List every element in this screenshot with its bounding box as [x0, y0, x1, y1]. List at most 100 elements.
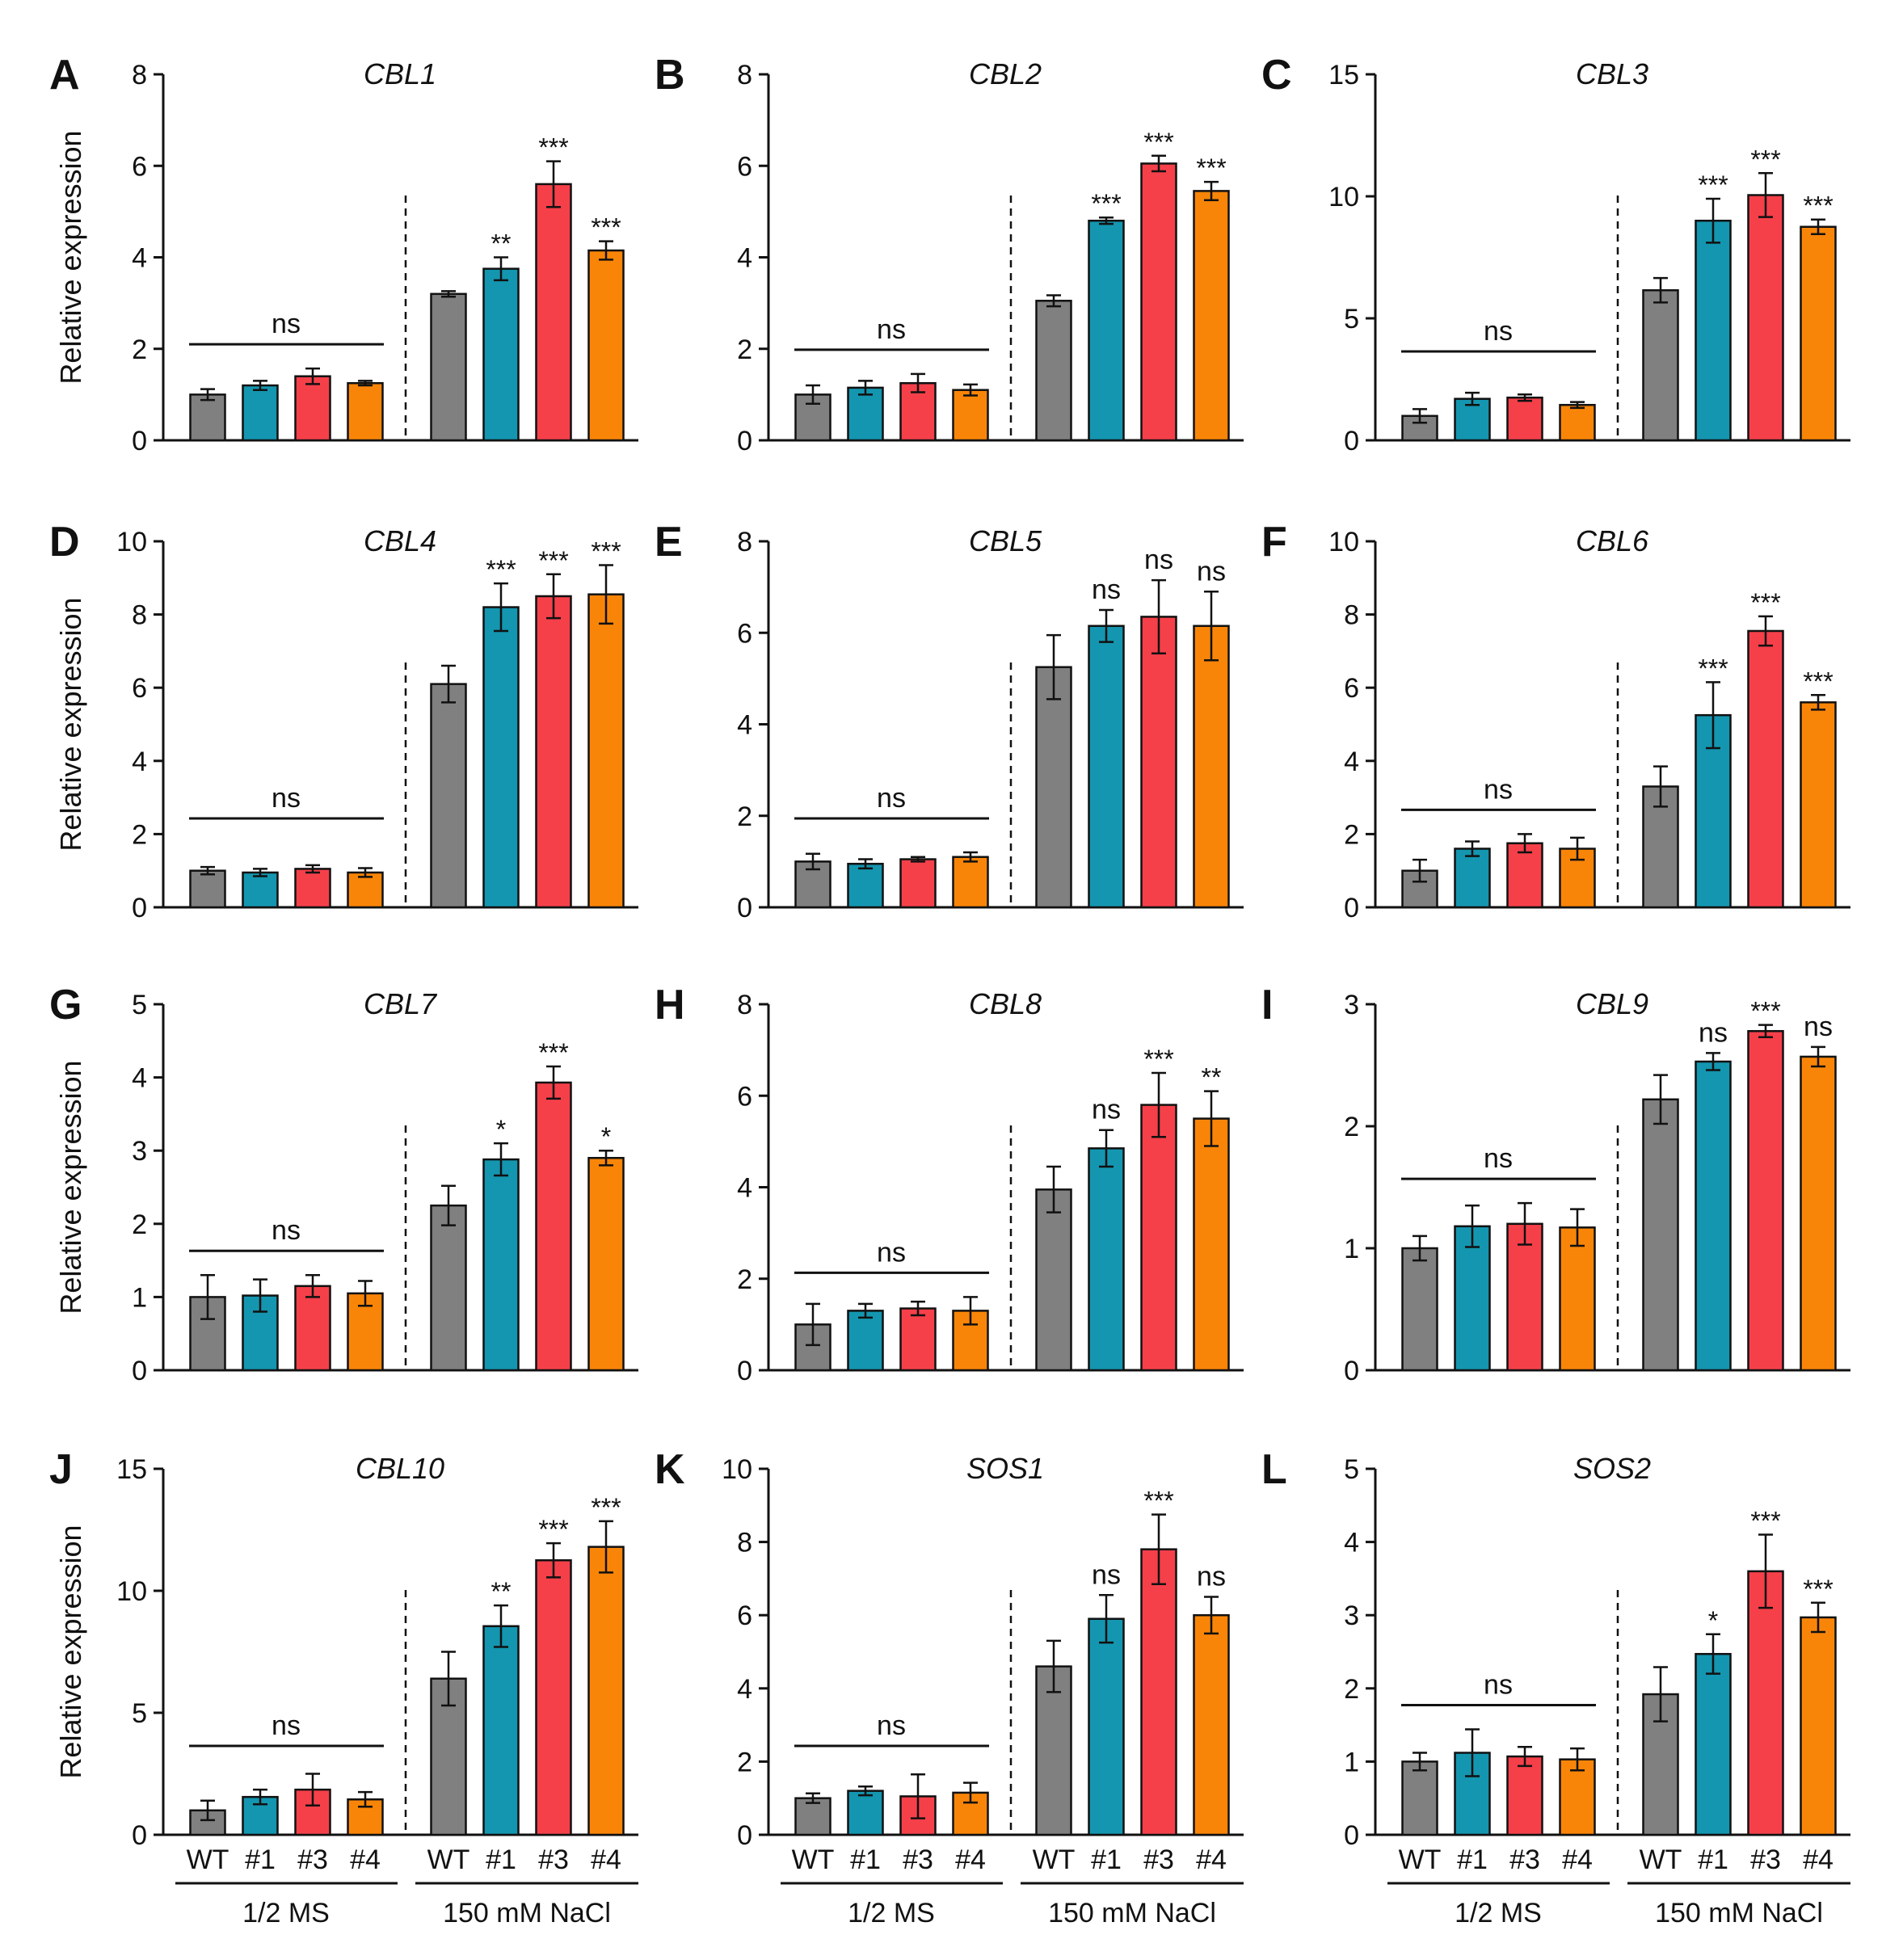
panel-letter: A [49, 52, 80, 99]
x-category-label: #4 [955, 1844, 986, 1875]
y-tick-label: 0 [737, 893, 752, 923]
bar-line3-nacl [1140, 1104, 1177, 1372]
panel-letter: C [1261, 52, 1292, 99]
y-tick-label: 0 [132, 1356, 147, 1386]
y-tick-label: 8 [737, 1528, 752, 1558]
y-tick-label: 0 [1344, 426, 1359, 456]
bar-WT-ms [1401, 1760, 1438, 1836]
x-category-label: #4 [1803, 1844, 1834, 1875]
y-tick-label: 4 [132, 243, 147, 274]
bar-WT-nacl [1035, 666, 1072, 909]
group-label-ms: 1/2 MS [848, 1898, 935, 1928]
bar-line1-ms [242, 1795, 279, 1836]
y-tick-label: 2 [1344, 819, 1359, 850]
bar-line1-ms [242, 384, 279, 442]
y-tick-label: 6 [132, 151, 147, 182]
bar-line3-ms [899, 858, 937, 909]
x-category-label: #4 [1562, 1844, 1593, 1875]
group-label-nacl: 150 mM NaCl [1655, 1898, 1823, 1928]
significance-label: *** [1750, 997, 1780, 1026]
gene-title: SOS2 [1573, 1452, 1651, 1485]
y-tick-label: 4 [1344, 1528, 1359, 1558]
x-category-label: WT [427, 1844, 470, 1875]
bar-line4-nacl [587, 593, 625, 909]
bar-WT-nacl [1642, 289, 1679, 442]
bar-line1-nacl [1695, 1652, 1732, 1836]
y-tick-label: 8 [737, 527, 752, 557]
bar-line1-ms [242, 871, 279, 909]
bar-line3-nacl [535, 595, 572, 909]
y-axis-label: Relative expression [54, 130, 87, 384]
y-tick-label: 6 [737, 1081, 752, 1112]
significance-label: ns [1092, 1095, 1121, 1125]
bar-line1-nacl [1088, 625, 1125, 909]
panel-letter: F [1261, 519, 1287, 566]
group-label-ms: 1/2 MS [1455, 1898, 1542, 1928]
ns-bracket-label: ns [272, 309, 301, 339]
panel-letter: D [49, 519, 80, 566]
ns-bracket-label: ns [1484, 1670, 1513, 1701]
significance-label: ns [1197, 556, 1226, 587]
panel-letter: B [655, 52, 685, 99]
group-label-nacl: 150 mM NaCl [443, 1898, 611, 1928]
y-tick-label: 6 [737, 618, 752, 649]
x-category-label: #4 [350, 1844, 381, 1875]
significance-label: *** [1143, 128, 1173, 157]
x-category-label: #1 [245, 1844, 276, 1875]
bar-line4-nacl [1193, 625, 1230, 909]
y-tick-label: 2 [1344, 1112, 1359, 1142]
gene-title: CBL10 [356, 1452, 444, 1485]
significance-label: *** [1803, 667, 1833, 696]
gene-title: CBL2 [969, 57, 1042, 90]
bar-WT-ms [1401, 1247, 1438, 1372]
ns-bracket-label: ns [1484, 316, 1513, 347]
y-tick-label: 8 [132, 600, 147, 631]
significance-label: *** [1803, 1575, 1833, 1604]
ns-bracket-label: ns [272, 783, 301, 814]
significance-label: *** [1750, 588, 1780, 617]
y-tick-label: 3 [132, 1136, 147, 1167]
y-tick-label: 0 [132, 426, 147, 456]
bar-line4-ms [952, 389, 989, 442]
x-category-label: #3 [903, 1844, 933, 1875]
x-category-label: #1 [486, 1844, 516, 1875]
bar-line3-nacl [1140, 616, 1177, 909]
x-category-label: #1 [1457, 1844, 1488, 1875]
bar-WT-nacl [430, 1204, 467, 1372]
y-tick-label: 0 [737, 426, 752, 456]
significance-label: *** [1750, 145, 1780, 174]
bar-line3-ms [1506, 396, 1543, 442]
bar-line3-nacl [1747, 194, 1784, 442]
x-category-label: WT [187, 1844, 229, 1875]
significance-label: ns [1092, 1559, 1121, 1590]
x-category-label: #3 [1509, 1844, 1540, 1875]
x-category-label: #1 [1698, 1844, 1728, 1875]
y-tick-label: 0 [132, 1820, 147, 1851]
y-tick-label: 5 [1344, 1454, 1359, 1485]
y-tick-label: 10 [116, 527, 147, 557]
ns-bracket-label: ns [1484, 774, 1513, 805]
significance-label: ** [491, 1577, 512, 1606]
x-category-label: WT [792, 1844, 835, 1875]
bar-line3-nacl [1747, 1029, 1784, 1372]
bar-line3-nacl [1140, 1548, 1177, 1836]
panel-letter: G [49, 982, 82, 1028]
panel-letter: E [655, 519, 683, 566]
x-category-label: #4 [1196, 1844, 1227, 1875]
bar-line1-nacl [482, 606, 520, 909]
y-tick-label: 5 [132, 990, 147, 1020]
bar-line4-nacl [587, 249, 625, 442]
y-tick-label: 4 [737, 710, 752, 741]
bar-WT-nacl [1035, 1665, 1072, 1836]
y-tick-label: 5 [132, 1698, 147, 1729]
y-tick-label: 1 [1344, 1234, 1359, 1264]
bar-line1-ms [847, 1790, 884, 1836]
y-tick-label: 10 [1328, 527, 1359, 557]
panel-F: F CBL6 0 2 4 6 8 10 ns *** *** *** [1261, 519, 1850, 923]
bar-line1-ms [1454, 848, 1491, 909]
y-tick-label: 6 [737, 151, 752, 182]
x-category-label: WT [1399, 1844, 1442, 1875]
panel-letter: J [49, 1446, 73, 1493]
